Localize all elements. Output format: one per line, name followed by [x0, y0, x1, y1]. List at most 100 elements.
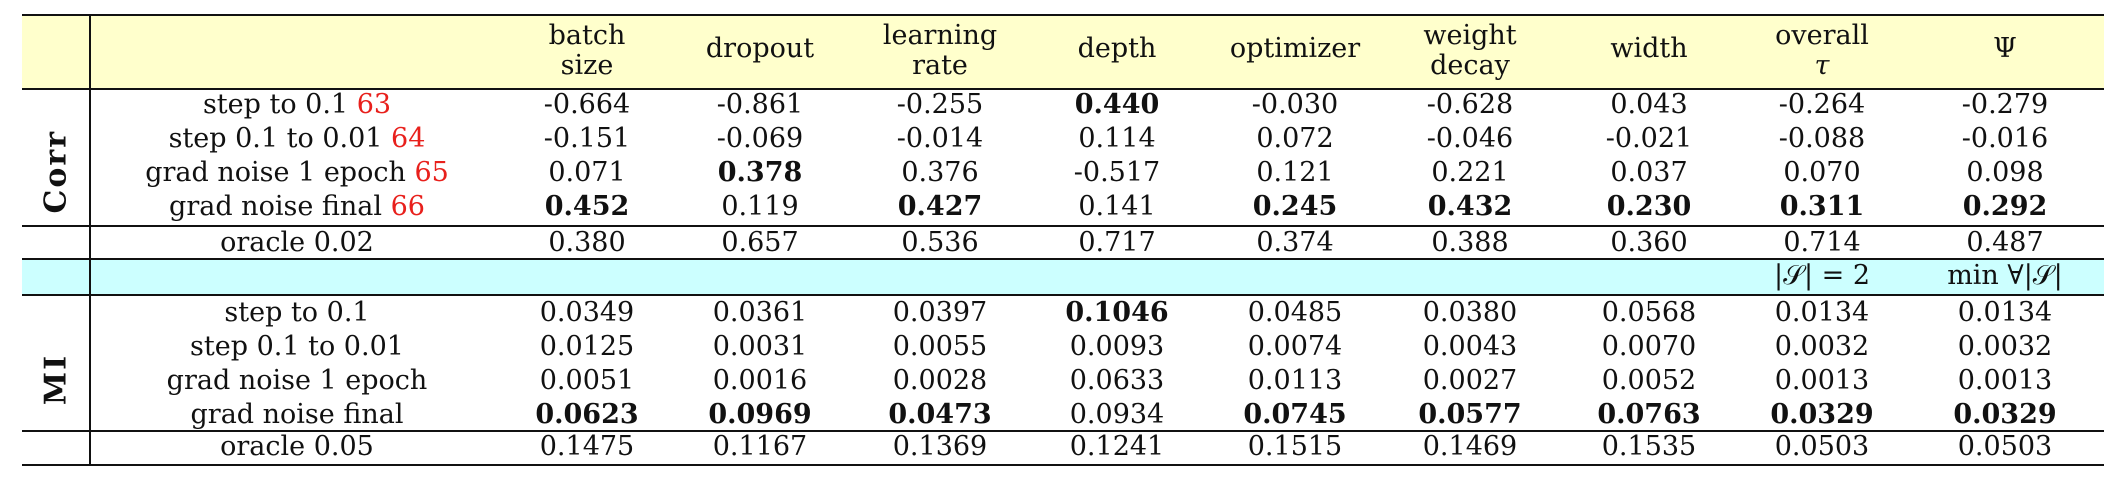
value-cell: 0.0093 [1069, 331, 1165, 362]
corr-bottom-rule [22, 258, 2104, 260]
value-cell: 0.0329 [1953, 399, 2057, 430]
value-cell: 0.0329 [1770, 399, 1874, 430]
value-cell: 0.0055 [892, 331, 988, 362]
value-cell: 0.0070 [1601, 331, 1697, 362]
oracle-value-cell: 0.1369 [892, 431, 988, 462]
value-cell: 0.0473 [888, 399, 992, 430]
value-cell: -0.517 [1073, 157, 1161, 188]
corr-oracle-rule [22, 225, 2104, 227]
header-row [22, 14, 2104, 88]
row-label-text: grad noise 1 epoch [166, 365, 428, 396]
header-rule [22, 88, 2104, 90]
value-cell: 0.098 [1966, 157, 2044, 188]
value-cell: -0.264 [1778, 89, 1866, 120]
value-cell: 0.114 [1078, 123, 1156, 154]
value-cell: 0.376 [901, 157, 979, 188]
value-cell: -0.016 [1961, 123, 2049, 154]
value-cell: 0.0013 [1774, 365, 1870, 396]
oracle-value-cell: 0.1535 [1601, 431, 1697, 462]
value-cell: 0.0032 [1957, 331, 2053, 362]
value-cell: 0.071 [548, 157, 626, 188]
value-cell: 0.1046 [1065, 297, 1169, 328]
value-cell: -0.255 [896, 89, 984, 120]
oracle-value-cell: 0.360 [1610, 227, 1688, 258]
oracle-value-cell: 0.1241 [1069, 431, 1165, 462]
reference-number[interactable]: 66 [390, 191, 425, 222]
value-cell: -0.046 [1426, 123, 1514, 154]
value-cell: 0.0043 [1422, 331, 1518, 362]
value-cell: 0.0623 [535, 399, 639, 430]
mi-subheader-cell: min ∀|𝒮| [1947, 260, 2063, 291]
row-label: grad noise 1 epoch 65 [91, 156, 503, 190]
value-cell: 0.0113 [1247, 365, 1343, 396]
column-header: dropout [673, 34, 848, 64]
value-cell: 0.037 [1610, 157, 1688, 188]
value-cell: 0.0745 [1243, 399, 1347, 430]
value-cell: -0.069 [716, 123, 804, 154]
row-label-text: oracle 0.02 [220, 227, 374, 258]
value-cell: 0.0568 [1601, 297, 1697, 328]
value-cell: 0.0361 [712, 297, 808, 328]
column-header-line1: width [1610, 33, 1688, 64]
value-cell: 0.0028 [892, 365, 988, 396]
reference-number[interactable]: 63 [356, 89, 392, 120]
column-header: batch size [500, 21, 675, 81]
row-label: step to 0.1 [91, 296, 503, 330]
value-cell: 0.0013 [1957, 365, 2053, 396]
value-cell: 0.221 [1431, 157, 1509, 188]
value-cell: 0.0134 [1957, 297, 2053, 328]
value-cell: 0.432 [1427, 191, 1513, 222]
column-header: weight decay [1383, 21, 1558, 81]
column-header: depth [1030, 34, 1205, 64]
oracle-value-cell: 0.717 [1078, 227, 1156, 258]
value-cell: 0.0380 [1422, 297, 1518, 328]
column-header: width [1562, 34, 1737, 64]
value-cell: 0.230 [1606, 191, 1692, 222]
reference-number[interactable]: 65 [414, 157, 449, 188]
value-cell: 0.0016 [712, 365, 808, 396]
row-label-text: grad noise 1 epoch [145, 157, 415, 188]
reference-number[interactable]: 64 [391, 123, 426, 154]
column-header-line2: decay [1430, 50, 1510, 81]
oracle-row-label: oracle 0.05 [91, 430, 503, 464]
oracle-value-cell: 0.380 [548, 227, 626, 258]
row-label-text: grad noise final [169, 191, 391, 222]
column-header-line2: size [560, 50, 614, 81]
value-cell: 0.0074 [1247, 331, 1343, 362]
section-label-mi: MI [38, 353, 74, 406]
value-cell: 0.292 [1962, 191, 2048, 222]
row-label-text: oracle 0.05 [220, 431, 374, 462]
row-label-text: step to 0.1 [224, 297, 370, 328]
column-header-line1: dropout [705, 33, 815, 64]
column-header-line1: overall [1775, 20, 1869, 51]
oracle-value-cell: 0.536 [901, 227, 979, 258]
value-cell: 0.0934 [1069, 399, 1165, 430]
column-header: Ψ [1918, 34, 2093, 64]
mi-subheader-row [22, 258, 2104, 294]
mi-subheader-cell: |𝒮| = 2 [1773, 260, 1871, 291]
value-cell: 0.0032 [1774, 331, 1870, 362]
column-header-line1: optimizer [1229, 33, 1361, 64]
value-cell: -0.021 [1605, 123, 1693, 154]
oracle-value-cell: 0.714 [1783, 227, 1861, 258]
row-label: step to 0.1 63 [91, 88, 503, 122]
oracle-value-cell: 0.657 [721, 227, 799, 258]
oracle-row-label: oracle 0.02 [91, 226, 503, 260]
column-header-line1: weight [1423, 20, 1517, 51]
value-cell: 0.245 [1252, 191, 1338, 222]
column-header-line1: depth [1077, 33, 1157, 64]
value-cell: -0.279 [1961, 89, 2049, 120]
value-cell: 0.0125 [539, 331, 635, 362]
value-cell: 0.0633 [1069, 365, 1165, 396]
value-cell: 0.072 [1256, 123, 1334, 154]
mi-top-rule [22, 294, 2104, 296]
value-cell: 0.378 [717, 157, 803, 188]
oracle-value-cell: 0.1469 [1422, 431, 1518, 462]
oracle-value-cell: 0.374 [1256, 227, 1334, 258]
row-label-text: step 0.1 to 0.01 [190, 331, 404, 362]
mi-oracle-rule [22, 430, 2104, 432]
row-label-text: step 0.1 to 0.01 [168, 123, 392, 154]
oracle-value-cell: 0.1475 [539, 431, 635, 462]
value-cell: 0.440 [1074, 89, 1160, 120]
value-cell: 0.0052 [1601, 365, 1697, 396]
